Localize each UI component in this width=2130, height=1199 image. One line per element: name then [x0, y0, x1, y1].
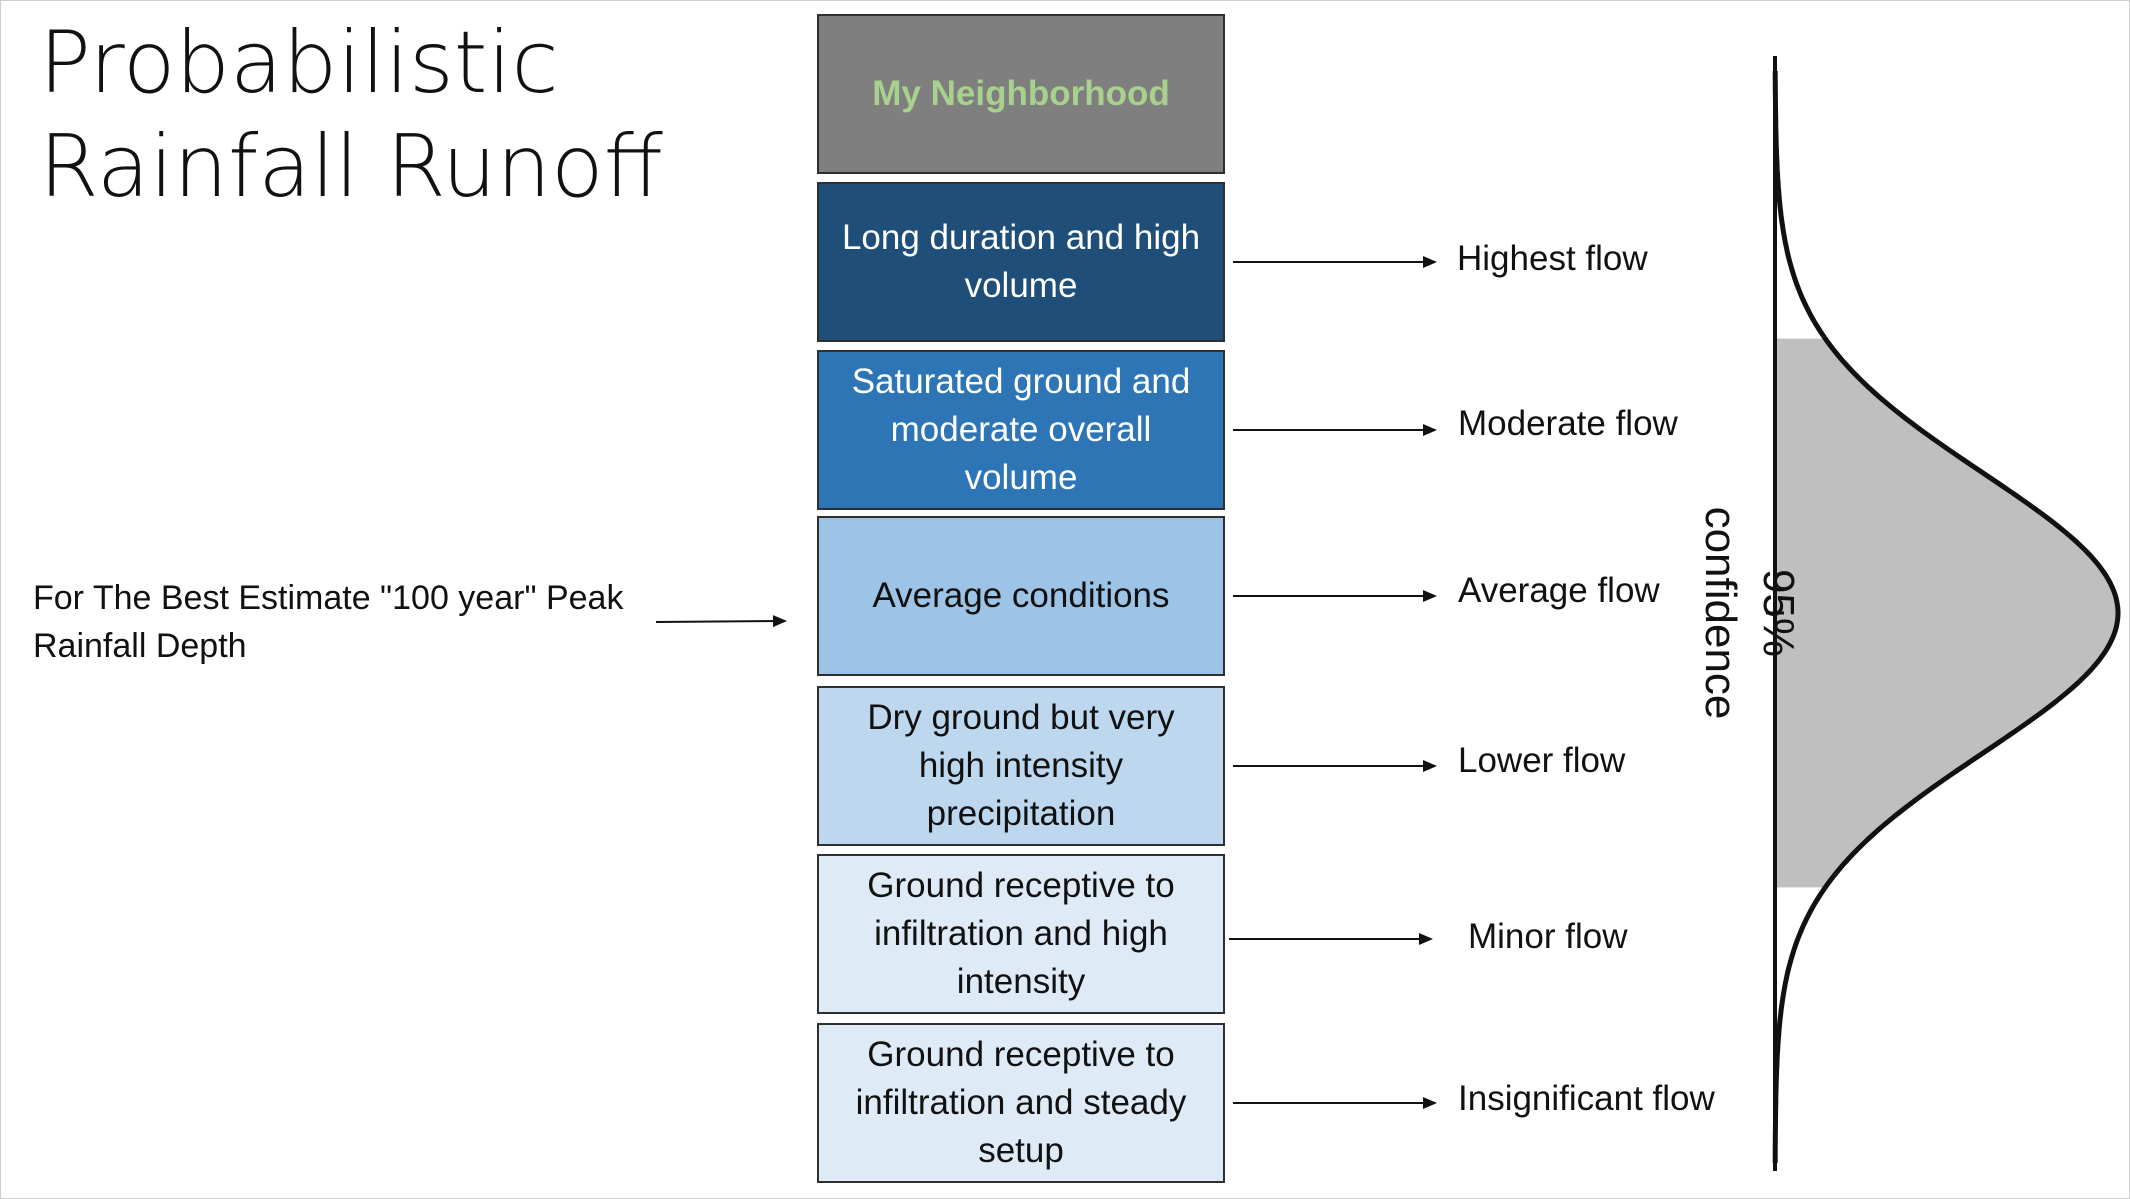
confidence-label: 95% confidence: [1687, 433, 1807, 793]
scenario-box-1: Long duration and high volume: [817, 182, 1225, 342]
estimate-arrow: [655, 615, 787, 628]
scenario-box-3: Average conditions: [817, 516, 1225, 676]
scenario-box-4: Dry ground but very high intensity preci…: [817, 686, 1225, 846]
confidence-region: [1775, 338, 2118, 888]
flow-label-1: Highest flow: [1457, 239, 1648, 278]
confidence-word: confidence: [1696, 506, 1745, 720]
scenario-condition: Ground receptive to infiltration and ste…: [855, 1035, 1187, 1170]
estimate-label: For The Best Estimate "100 year" Peak Ra…: [33, 579, 624, 665]
scenario-condition: Saturated ground and moderate overall vo…: [851, 362, 1191, 497]
flow-label-4: Lower flow: [1458, 741, 1626, 780]
scenario-condition: Dry ground but very high intensity preci…: [867, 698, 1175, 833]
scenario-box-2: Saturated ground and moderate overall vo…: [817, 350, 1225, 510]
title-line-1: Probabilistic: [39, 13, 559, 113]
neighborhood-box: My Neighborhood: [817, 14, 1225, 174]
scenario-box-6: Ground receptive to infiltration and ste…: [817, 1023, 1225, 1183]
title-line-2: Rainfall Runoff: [39, 117, 663, 217]
scenario-box-5: Ground receptive to infiltration and hig…: [817, 854, 1225, 1014]
scenario-condition: Long duration and high volume: [841, 218, 1201, 305]
scenario-condition: Average conditions: [872, 576, 1170, 615]
confidence-percent: 95%: [1754, 568, 1803, 658]
scenario-condition: Ground receptive to infiltration and hig…: [867, 866, 1175, 1001]
page-title: Probabilistic Rainfall Runoff: [39, 11, 663, 219]
neighborhood-label: My Neighborhood: [872, 74, 1170, 113]
flow-label-5: Minor flow: [1468, 917, 1628, 956]
flow-label-2: Moderate flow: [1458, 404, 1678, 443]
flow-label-6: Insignificant flow: [1458, 1079, 1715, 1118]
distribution-curve: [1772, 71, 2121, 1163]
flow-label-3: Average flow: [1458, 571, 1660, 610]
